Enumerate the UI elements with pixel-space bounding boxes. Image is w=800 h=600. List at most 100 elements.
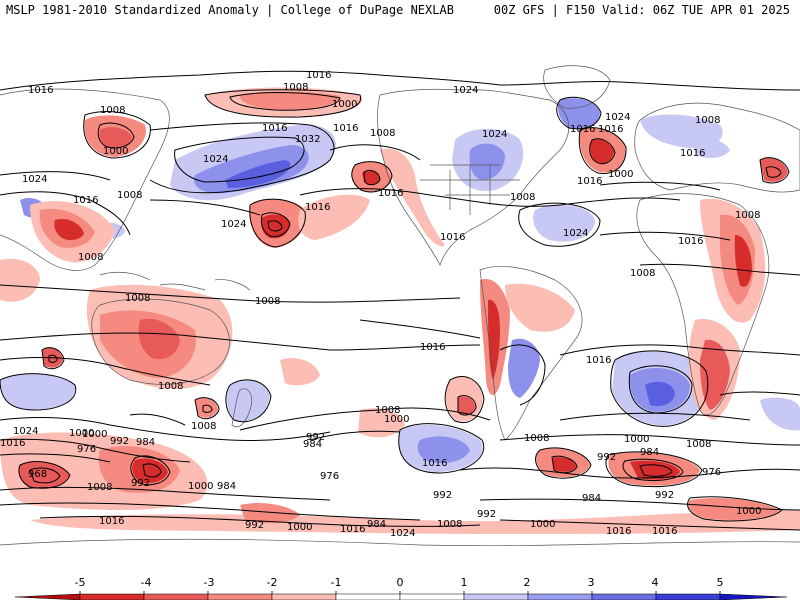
map-title: MSLP 1981-2010 Standardized Anomaly | Co…: [6, 3, 454, 17]
isobar-label: 984: [217, 481, 236, 492]
isobar-label: 1016: [586, 355, 611, 366]
colorbar-tick-label: -2: [267, 576, 278, 589]
isobar-label: 1016: [73, 195, 98, 206]
isobar-label: 1008: [630, 268, 655, 279]
colorbar-extend-min: [14, 593, 81, 600]
isobar-label: 984: [582, 493, 601, 504]
isobar-label: 1032: [295, 134, 320, 145]
isobar-label: 1008: [158, 381, 183, 392]
isobar-label: 1008: [283, 82, 308, 93]
isobar-label: 992: [477, 509, 496, 520]
isobar-label: 1008: [375, 405, 400, 416]
isobar-label: 1016: [99, 516, 124, 527]
isobar-label: 1008: [437, 519, 462, 530]
isobar-label: 1008: [125, 293, 150, 304]
colorbar-segment: [143, 593, 209, 600]
isobar-label: 1016: [680, 148, 705, 159]
colorbar-segment: [271, 593, 337, 600]
isobar-label: 1016: [598, 124, 623, 135]
isobar-label: 1024: [563, 228, 588, 239]
isobar-label: 1000: [188, 481, 213, 492]
isobar-label: 1016: [652, 526, 677, 537]
anomaly-colorbar: -5 -4 -3 -2 -1 0 1 2 3 4 5: [14, 576, 788, 600]
colorbar-tick-label: -4: [141, 576, 152, 589]
colorbar-labels: -5 -4 -3 -2 -1 0 1 2 3 4 5: [75, 576, 724, 589]
isobar-label: 1016: [378, 188, 403, 199]
isobar-label: 1008: [117, 190, 142, 201]
isobar-label: 1008: [78, 252, 103, 263]
isobar-label: 1024: [22, 174, 47, 185]
model-valid-time: 00Z GFS | F150 Valid: 06Z TUE APR 01 202…: [493, 3, 790, 17]
isobar-label: 1016: [606, 526, 631, 537]
colorbar-segment: [399, 593, 465, 600]
isobar-label: 968: [28, 469, 47, 480]
isobar-label: 1016: [0, 438, 25, 449]
isobar-label: 1008: [370, 128, 395, 139]
isobar-label: 1016: [340, 524, 365, 535]
isobar-label: 1016: [570, 124, 595, 135]
colorbar-extend-max: [719, 593, 788, 600]
isobar-label: 1016: [305, 202, 330, 213]
isobar-label: 1000: [384, 414, 409, 425]
colorbar-tick-label: -3: [204, 576, 215, 589]
colorbar-segment: [335, 593, 401, 600]
isobar-label: 1024: [482, 129, 507, 140]
isobar-label: 1024: [203, 154, 228, 165]
colorbar-segments: [14, 591, 788, 600]
isobar-label: 1000: [287, 522, 312, 533]
colorbar-segment: [207, 593, 273, 600]
isobar-label: 992: [597, 452, 616, 463]
isobar-label: 992: [433, 490, 452, 501]
isobar-label: 992: [110, 436, 129, 447]
colorbar-tick-label: -5: [75, 576, 86, 589]
isobar-label: 1024: [390, 528, 415, 539]
colorbar-segment: [79, 593, 145, 600]
isobar-label: 1024: [13, 426, 38, 437]
isobar-label: 984: [640, 447, 659, 458]
isobar-label: 1016: [28, 85, 53, 96]
isobar-label: 1024: [453, 85, 478, 96]
isobar-label: 1016: [262, 123, 287, 134]
isobar-label: 976: [702, 467, 721, 478]
isobar-label: 1016: [678, 236, 703, 247]
colorbar-tick-label: 3: [588, 576, 595, 589]
isobar-label: 1000: [624, 434, 649, 445]
isobar-label: 1000: [332, 99, 357, 110]
isobar-label: 992: [245, 520, 264, 531]
isobar-label: 1000: [530, 519, 555, 530]
isobar-label: 1024: [605, 112, 630, 123]
isobar-label: 1008: [87, 482, 112, 493]
isobar-label: 1016: [333, 123, 358, 134]
colorbar-tick-label: 1: [461, 576, 468, 589]
isobar-label: 992: [131, 478, 150, 489]
colorbar-tick-label: 2: [524, 576, 531, 589]
isobar-label: 976: [77, 444, 96, 455]
colorbar-tick-label: 5: [717, 576, 724, 589]
colorbar-tick-label: 4: [652, 576, 659, 589]
isobar-label: 992: [306, 432, 325, 443]
isobar-label: 1008: [524, 433, 549, 444]
isobar-labels: 1016 1008 1000 1016 1024 1016 1008 1000 …: [0, 70, 761, 539]
colorbar-segment: [591, 593, 657, 600]
isobar-label: 976: [320, 471, 339, 482]
isobar-label: 1016: [422, 458, 447, 469]
isobar-label: 1000: [69, 428, 94, 439]
colorbar-segment: [463, 593, 529, 600]
isobar-label: 1016: [440, 232, 465, 243]
isobar-label: 1024: [221, 219, 246, 230]
isobar-label: 1008: [686, 439, 711, 450]
isobar-label: 984: [303, 439, 322, 450]
isobar-label: 1008: [510, 192, 535, 203]
isobar-label: 1008: [735, 210, 760, 221]
colorbar-tick-label: 0: [397, 576, 404, 589]
isobar-label: 1000: [103, 146, 128, 157]
isobar-label: 1000: [82, 429, 107, 440]
isobar-label: 1000: [608, 169, 633, 180]
colorbar-tick-label: -1: [331, 576, 342, 589]
isobar-label: 1016: [420, 342, 445, 353]
isobar-label: 1008: [191, 421, 216, 432]
colorbar-segment: [527, 593, 593, 600]
isobar-label: 1016: [577, 176, 602, 187]
isobar-label: 1008: [255, 296, 280, 307]
isobar-label: 984: [367, 519, 386, 530]
